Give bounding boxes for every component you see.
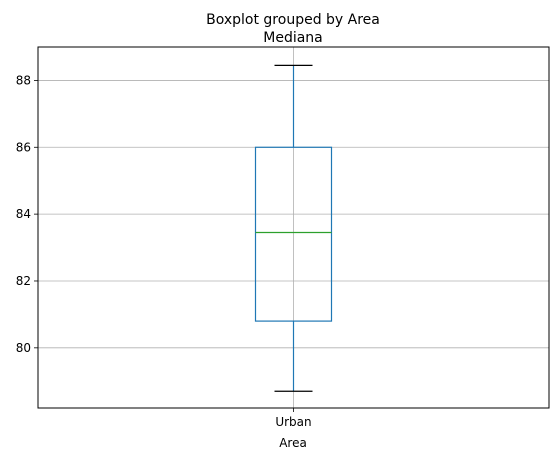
iqr-box: [254, 146, 333, 322]
y-tick-label: 86: [16, 140, 31, 154]
y-tick-label: 80: [16, 341, 31, 355]
chart-title: Mediana: [263, 30, 323, 46]
chart-suptitle: Boxplot grouped by Area: [206, 12, 380, 28]
y-axis-ticks: 80 82 84 86 88: [16, 73, 38, 355]
box-layer: [254, 64, 333, 392]
x-axis-label: Area: [279, 436, 307, 450]
x-tick-label: Urban: [275, 415, 311, 429]
y-tick-label: 82: [16, 274, 31, 288]
y-tick-label: 84: [16, 207, 31, 221]
y-tick-label: 88: [16, 73, 31, 87]
x-axis-ticks: Urban: [275, 408, 312, 429]
